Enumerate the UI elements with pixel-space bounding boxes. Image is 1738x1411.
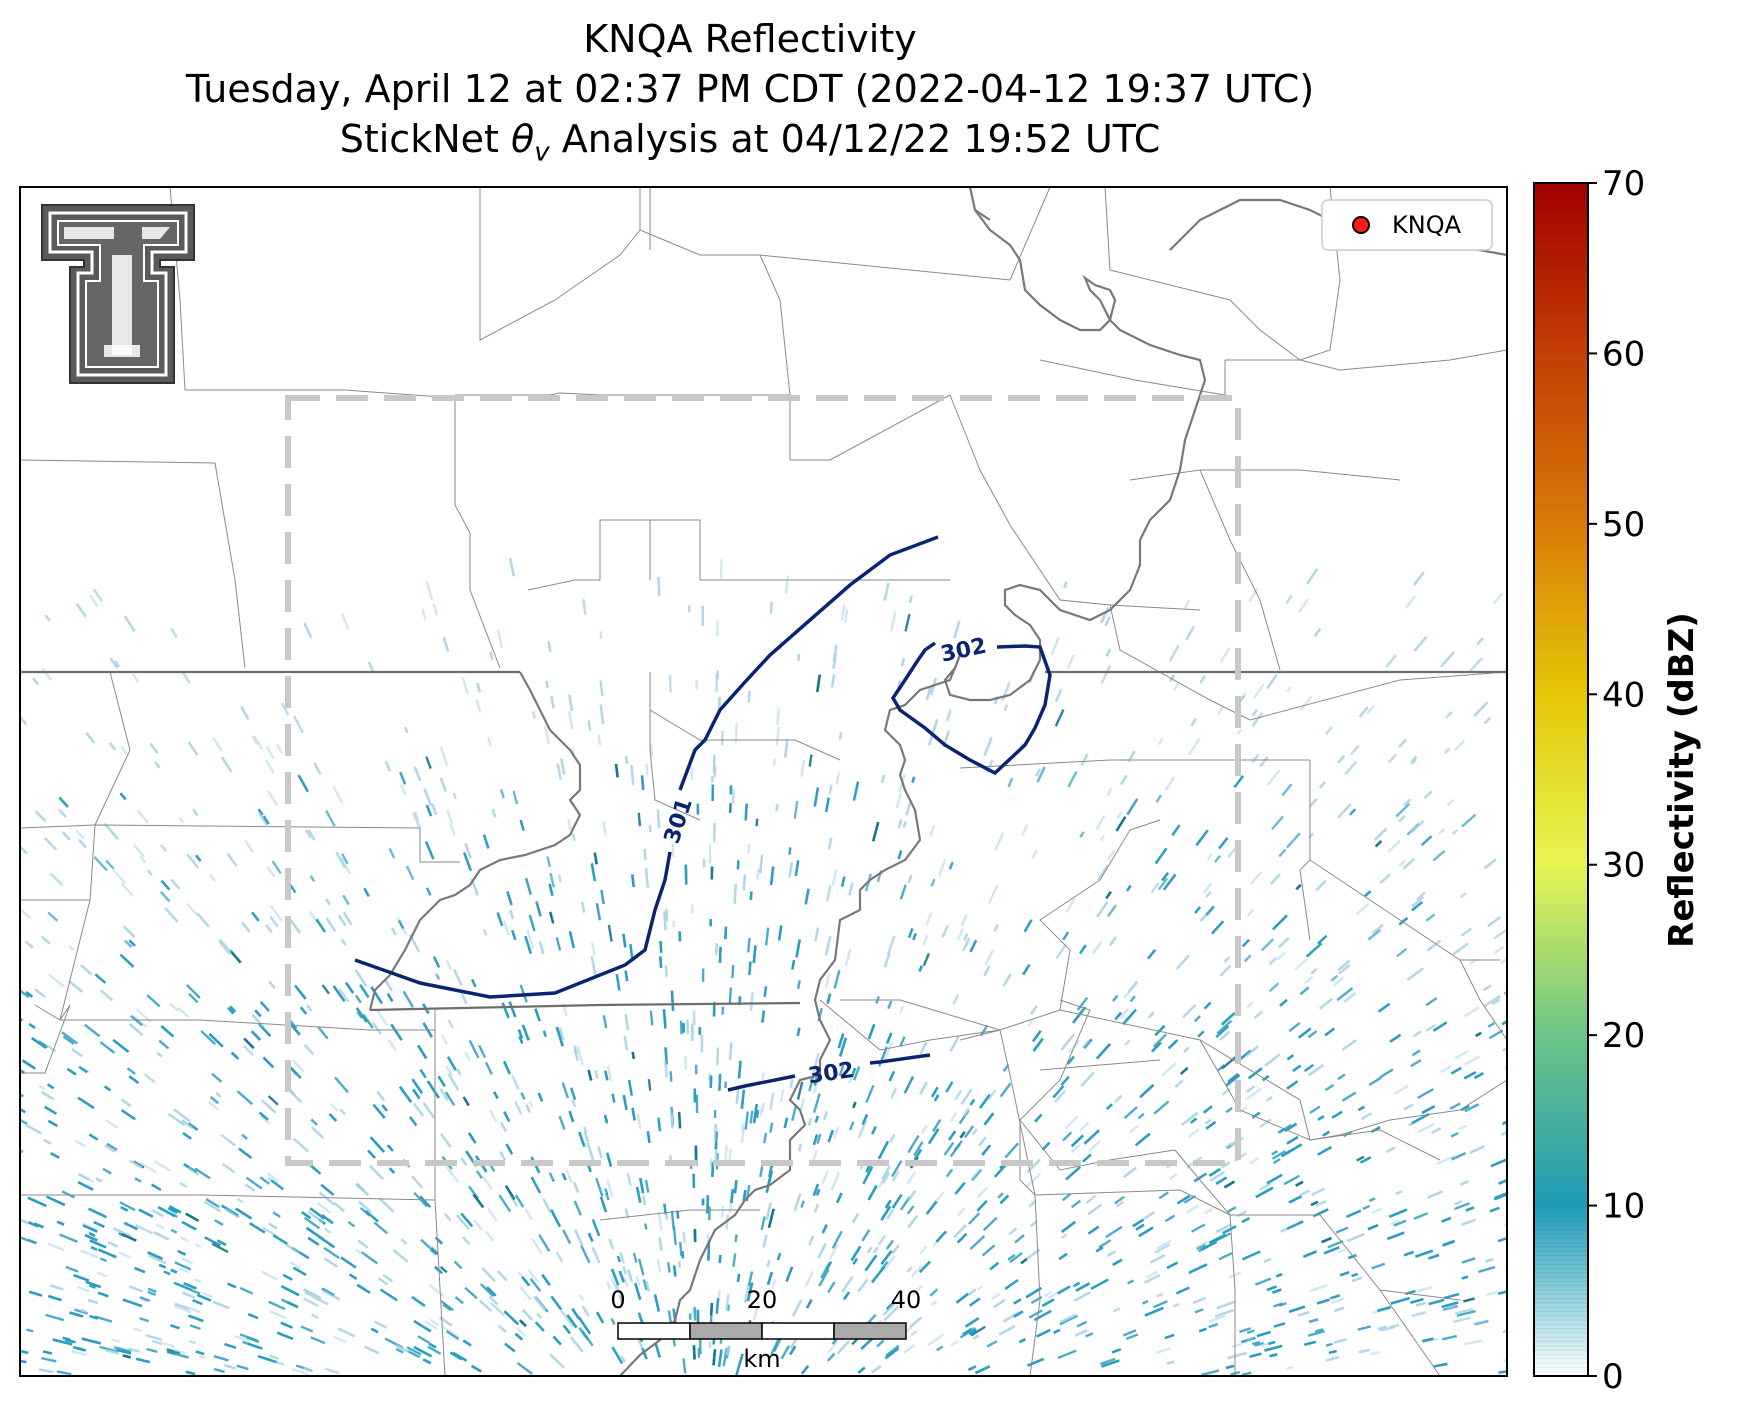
colorbar-tick-label: 70: [1602, 164, 1645, 204]
analysis-suffix: Analysis at 04/12/22 19:52 UTC: [549, 117, 1161, 161]
colorbar-ticks: 0 10 20 30 40 50 60 70: [1588, 164, 1645, 1397]
colorbar-ramp: [1534, 183, 1588, 1376]
contour-302-south: [727, 1053, 931, 1092]
colorbar-label: Reflectivity (dBZ): [1662, 612, 1702, 948]
scale-tick-20: 20: [747, 1286, 778, 1314]
legend: KNQA: [1321, 199, 1493, 251]
colorbar-tick-label: 0: [1602, 1357, 1624, 1397]
colorbar-frame: [1533, 182, 1589, 1377]
map-subtitle-time: Tuesday, April 12 at 02:37 PM CDT (2022-…: [185, 67, 1315, 111]
colorbar-tick-label: 10: [1602, 1187, 1645, 1227]
scale-tick-0: 0: [610, 1286, 625, 1314]
colorbar-tick-label: 20: [1602, 1016, 1645, 1056]
legend-box: [1321, 199, 1493, 251]
analysis-prefix: StickNet: [339, 117, 511, 161]
theta-v-contours: [354, 535, 1052, 1092]
colorbar-tick-label: 40: [1602, 675, 1645, 715]
scale-unit: km: [743, 1345, 780, 1373]
colorbar-tick-label: 30: [1602, 846, 1645, 886]
scale-bar: 0 20 40 km: [610, 1286, 921, 1373]
theta-subscript: v: [534, 137, 550, 168]
contour-301: [354, 535, 939, 999]
scale-tick-40: 40: [891, 1286, 922, 1314]
mississippi-river: [368, 187, 1507, 1376]
texas-tech-logo: [41, 204, 195, 384]
map-frame: [19, 186, 1508, 1377]
map-subtitle-analysis: StickNet θv Analysis at 04/12/22 19:52 U…: [0, 116, 1500, 176]
colorbar-steps: [1534, 1207, 1588, 1377]
map-title: KNQA Reflectivity: [583, 17, 917, 61]
colorbar-tick-label: 50: [1602, 505, 1645, 545]
theta-symbol: θ: [510, 117, 535, 161]
legend-label-knqa: KNQA: [1392, 211, 1462, 239]
state-borders: [20, 670, 1507, 1012]
colorbar-tick-label: 60: [1602, 334, 1645, 374]
analysis-domain-box: [285, 395, 1241, 1166]
knqa-station-marker: [1352, 216, 1370, 234]
colorbar: 0 10 20 30 40 50 60 70 Reflectivity (dBZ): [1533, 164, 1702, 1397]
county-borders: [20, 187, 1507, 1376]
contour-302-north: [890, 641, 1052, 776]
map-background: [20, 187, 1507, 1376]
radar-echoes: [20, 557, 1507, 1376]
